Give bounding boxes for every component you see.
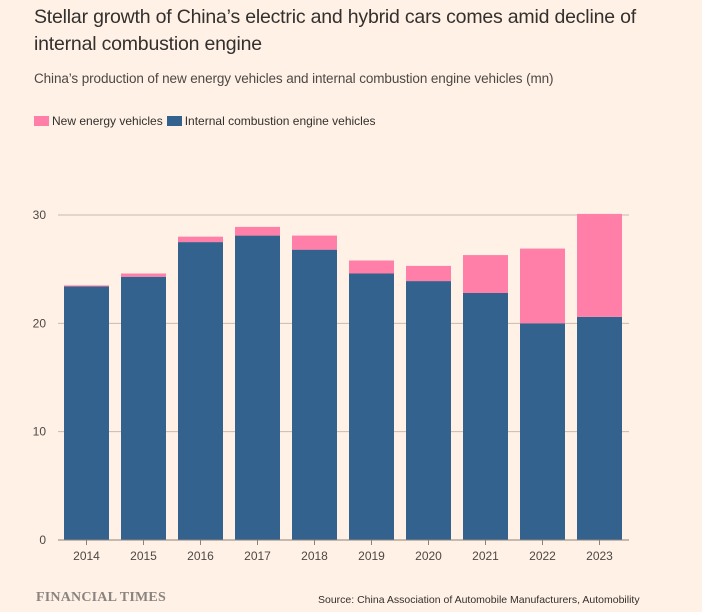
y-tick-label: 10	[33, 425, 47, 439]
legend-item-ice: Internal combustion engine vehicles	[166, 114, 376, 128]
x-tick-label: 2016	[187, 549, 214, 563]
bars	[64, 213, 622, 541]
bar-ice-2023	[577, 316, 622, 540]
bar-nev-2017	[235, 226, 280, 236]
bar-ice-2020	[406, 281, 451, 540]
bar-ice-2014	[64, 286, 109, 540]
x-tick-label: 2017	[244, 549, 271, 563]
x-tick-label: 2022	[529, 549, 556, 563]
x-tick-label: 2015	[130, 549, 157, 563]
x-tick-label: 2014	[73, 549, 100, 563]
bar-ice-2021	[463, 293, 508, 540]
bar-nev-2020	[406, 265, 451, 282]
bar-ice-2016	[178, 242, 223, 541]
legend-swatch-nev	[34, 116, 49, 126]
bar-nev-2022	[520, 248, 565, 324]
y-tick-label: 20	[33, 316, 47, 330]
bar-ice-2019	[349, 273, 394, 540]
legend-label-ice: Internal combustion engine vehicles	[184, 114, 376, 128]
bar-nev-2015	[121, 273, 166, 277]
bar-nev-2014	[64, 285, 109, 287]
y-axis: 0 10 20 30	[33, 208, 47, 547]
chart-subtitle: China’s production of new energy vehicle…	[34, 71, 554, 86]
bar-ice-2018	[292, 249, 337, 540]
x-tick-label: 2018	[301, 549, 328, 563]
x-tick-label: 2021	[472, 549, 499, 563]
bar-nev-2023	[577, 213, 622, 317]
x-tick-label: 2020	[415, 549, 442, 563]
x-tick-label: 2019	[358, 549, 385, 563]
bar-nev-2018	[292, 235, 337, 250]
ft-logo: FINANCIAL TIMES	[36, 590, 166, 605]
bar-ice-2015	[121, 276, 166, 540]
legend: New energy vehicles Internal combustion …	[34, 114, 380, 128]
legend-swatch-ice	[166, 116, 182, 126]
bar-ice-2017	[235, 235, 280, 541]
x-axis: 2014 2015 2016 2017 2018 2019 2020 2021 2022 2023	[58, 539, 629, 563]
bar-nev-2019	[349, 260, 394, 274]
bar-ice-2022	[520, 323, 565, 540]
source-note: Source: China Association of Automobile …	[318, 594, 640, 606]
bar-nev-2021	[463, 255, 508, 293]
legend-label-nev: New energy vehicles	[52, 114, 163, 128]
x-tick-label: 2023	[586, 549, 613, 563]
chart-title: Stellar growth of China’s electric and h…	[34, 6, 636, 55]
y-tick-label: 30	[33, 208, 47, 222]
legend-item-nev: New energy vehicles	[34, 114, 163, 128]
y-tick-label: 0	[39, 533, 46, 547]
bar-nev-2016	[178, 236, 223, 243]
